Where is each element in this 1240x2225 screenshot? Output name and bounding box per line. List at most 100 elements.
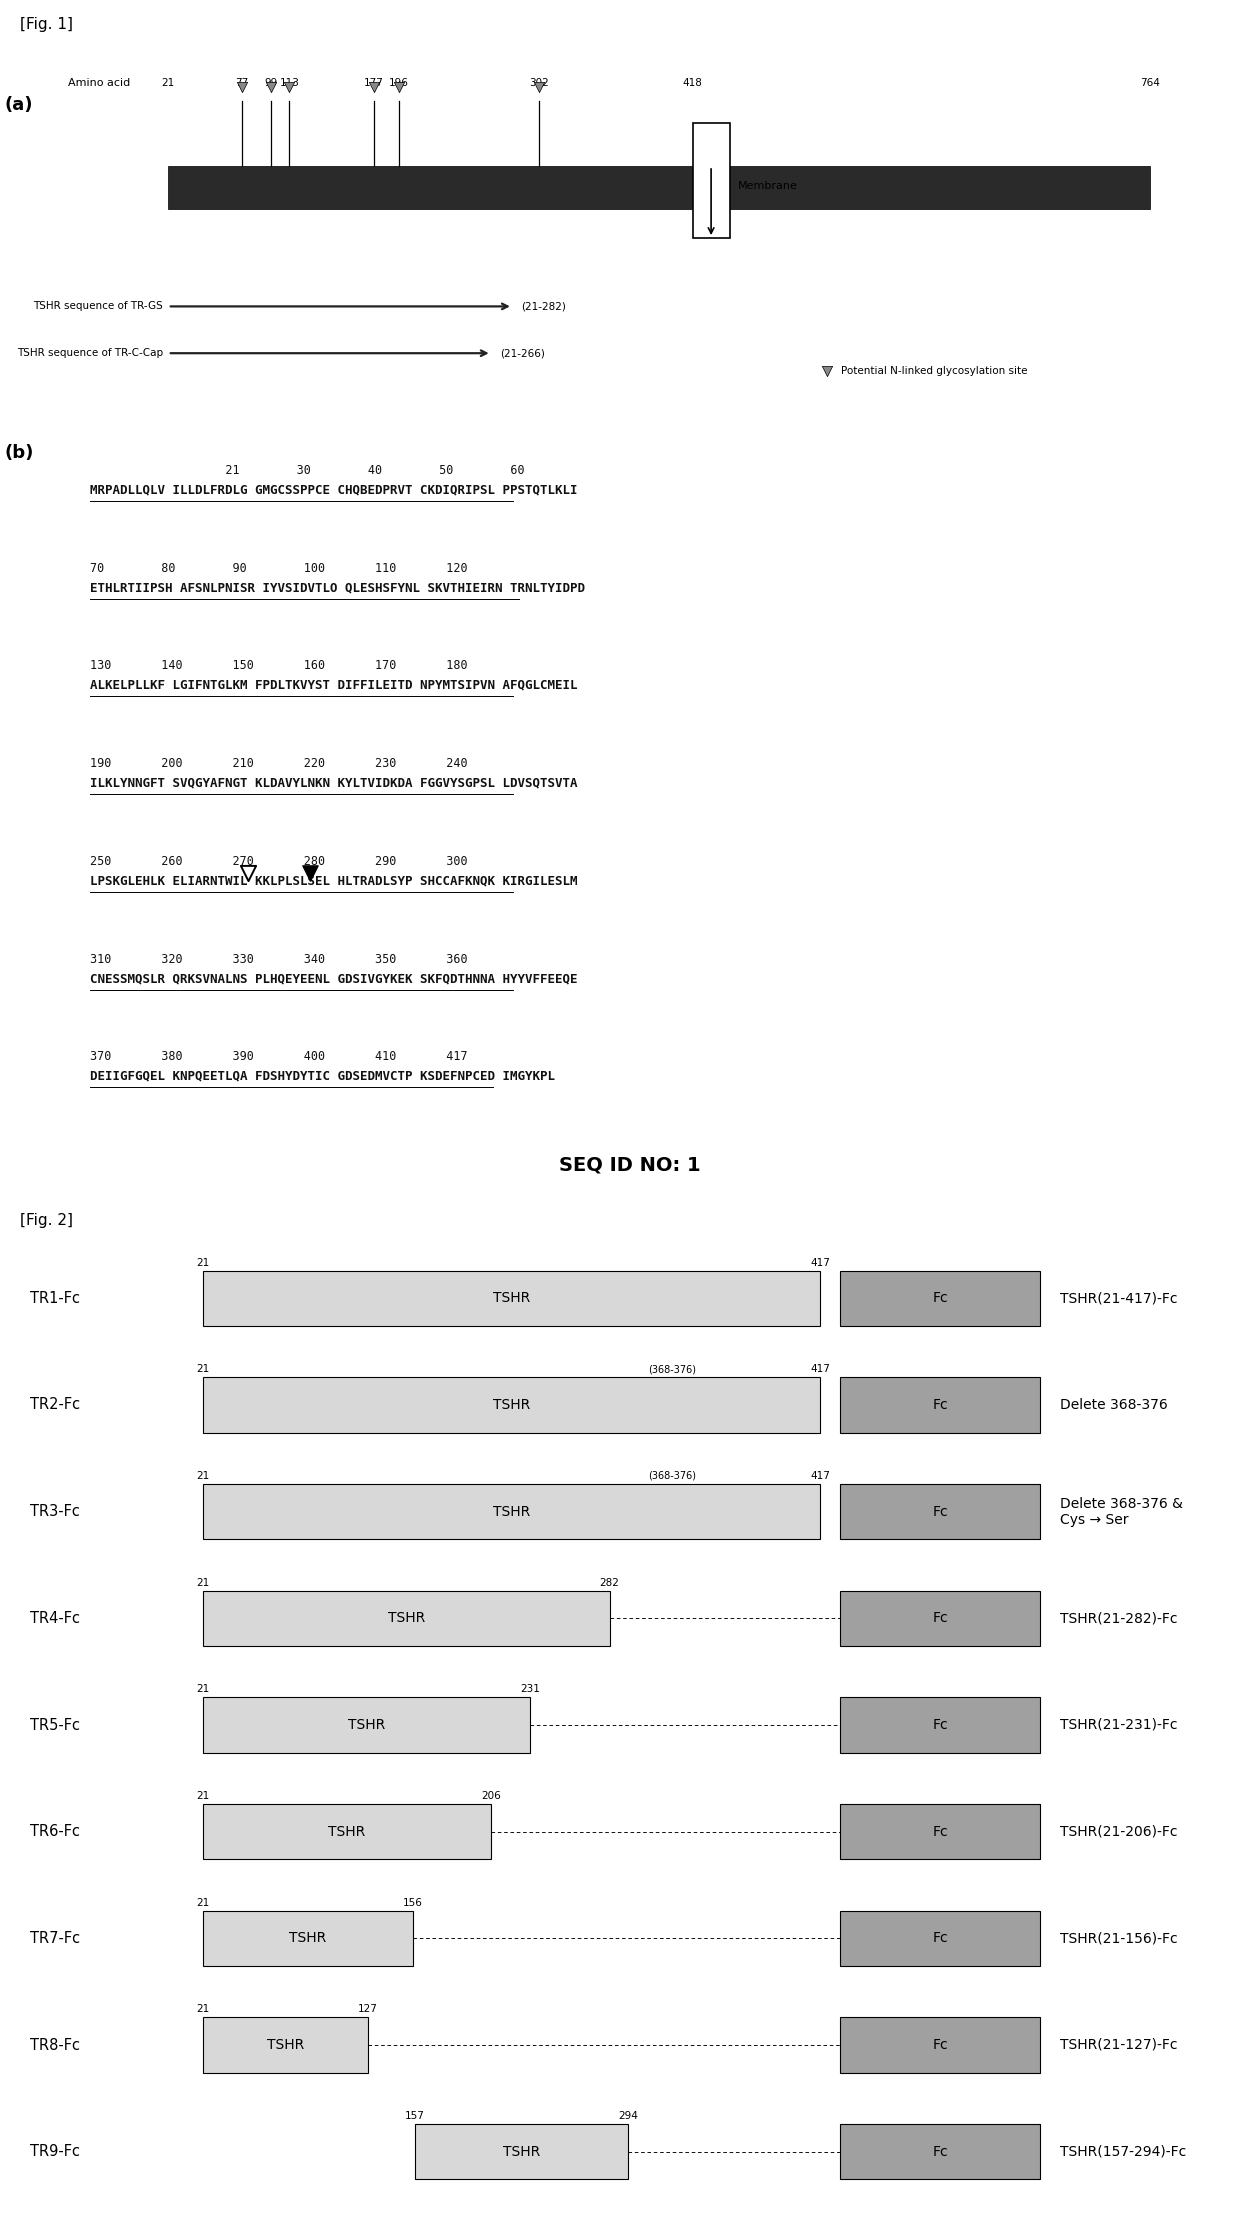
Text: 190       200       210       220       230       240: 190 200 210 220 230 240 [91,756,467,770]
Bar [202,1698,529,1753]
Text: (21-282): (21-282) [521,300,565,312]
Text: CNESSMQSLR QRKSVNALNS PLHQEYEENL GDSIVGYKEK SKFQDTHNNA HYYVFFEEQE: CNESSMQSLR QRKSVNALNS PLHQEYEENL GDSIVGY… [91,972,578,986]
Text: TSHR: TSHR [329,1824,366,1838]
Text: TSHR(21-417)-Fc: TSHR(21-417)-Fc [1060,1290,1178,1306]
Text: TSHR sequence of TR-C-Cap: TSHR sequence of TR-C-Cap [16,347,162,358]
Point [238,854,258,890]
Bar [167,167,1149,209]
Text: 21        30        40        50        60: 21 30 40 50 60 [91,465,525,476]
Text: 127: 127 [358,2005,378,2014]
Text: [Fig. 2]: [Fig. 2] [20,1213,73,1228]
Text: 302: 302 [529,78,549,89]
Point [232,69,252,105]
Point [817,354,837,389]
Text: 21: 21 [196,1471,210,1482]
Text: TSHR: TSHR [492,1290,529,1306]
Text: Fc: Fc [932,1290,947,1306]
Text: TSHR(21-282)-Fc: TSHR(21-282)-Fc [1060,1611,1178,1624]
Text: TSHR(21-156)-Fc: TSHR(21-156)-Fc [1060,1931,1178,1945]
Text: TSHR(21-206)-Fc: TSHR(21-206)-Fc [1060,1824,1178,1838]
Text: 417: 417 [810,1364,830,1375]
Text: 21: 21 [196,2005,210,2014]
Text: 370       380       390       400       410       417: 370 380 390 400 410 417 [91,1050,467,1064]
Text: Membrane: Membrane [738,180,797,191]
Bar [202,2018,368,2074]
Text: Delete 368-376: Delete 368-376 [1060,1397,1168,1413]
Bar [839,1377,1040,1433]
Bar [839,1591,1040,1646]
Text: 99: 99 [264,78,278,89]
Text: Potential N-linked glycosylation site: Potential N-linked glycosylation site [842,367,1028,376]
Bar [202,1804,491,1860]
Text: 231: 231 [520,1684,539,1693]
Text: (b): (b) [5,443,35,463]
Text: 70        80        90        100       110       120: 70 80 90 100 110 120 [91,561,467,574]
Bar [202,1484,820,1540]
Point [300,854,320,890]
Bar [839,1804,1040,1860]
Text: 157: 157 [404,2112,424,2120]
Text: (368-376): (368-376) [647,1471,696,1482]
Text: TR9-Fc: TR9-Fc [30,2145,81,2158]
Text: Fc: Fc [932,1504,947,1520]
Text: (368-376): (368-376) [647,1364,696,1375]
Text: TSHR: TSHR [503,2145,541,2158]
Text: TR2-Fc: TR2-Fc [30,1397,81,1413]
Text: TSHR: TSHR [347,1718,386,1731]
Bar [202,1911,413,1967]
Text: ILKLYNNGFT SVQGYAFNGT KLDAVYLNKN KYLTVIDKDA FGGVYSGPSL LDVSQTSVTA: ILKLYNNGFT SVQGYAFNGT KLDAVYLNKN KYLTVID… [91,777,578,790]
Text: TR1-Fc: TR1-Fc [30,1290,81,1306]
Point [365,69,384,105]
Text: [Fig. 1]: [Fig. 1] [20,18,73,33]
Point [529,69,549,105]
Text: ALKELPLLKF LGIFNTGLKM FPDLTKVYST DIFFILEITD NPYMTSIPVN AFQGLCMEIL: ALKELPLLKF LGIFNTGLKM FPDLTKVYST DIFFILE… [91,679,578,692]
Text: 294: 294 [619,2112,639,2120]
Point [260,69,280,105]
Text: TSHR: TSHR [492,1504,529,1520]
Text: TSHR sequence of TR-GS: TSHR sequence of TR-GS [33,300,162,312]
Point [389,69,409,105]
Text: TSHR: TSHR [289,1931,326,1945]
Text: Fc: Fc [932,2145,947,2158]
Point [279,69,299,105]
Text: 764: 764 [1140,78,1159,89]
Text: 206: 206 [481,1791,501,1800]
Text: Delete 368-376 &
Cys → Ser: Delete 368-376 & Cys → Ser [1060,1497,1183,1526]
Text: 156: 156 [403,1898,423,1907]
Text: TSHR(21-127)-Fc: TSHR(21-127)-Fc [1060,2038,1178,2051]
Text: (21-266): (21-266) [500,347,544,358]
Text: TSHR(21-231)-Fc: TSHR(21-231)-Fc [1060,1718,1178,1731]
Text: MRPADLLQLV ILLDLFRDLG GMGCSSPPCE CHQBEDPRVT CKDIQRIPSL PPSTQTLKLI: MRPADLLQLV ILLDLFRDLG GMGCSSPPCE CHQBEDP… [91,483,578,496]
Text: Fc: Fc [932,1931,947,1945]
Bar [839,1270,1040,1326]
Bar [202,1377,820,1433]
Bar [839,1484,1040,1540]
Text: Fc: Fc [932,1718,947,1731]
Bar [839,1698,1040,1753]
Text: Fc: Fc [932,1824,947,1838]
Text: Fc: Fc [932,1611,947,1624]
Text: 21: 21 [196,1791,210,1800]
Text: DEIIGFGQEL KNPQEETLQA FDSHYDYTIC GDSEDMVCTP KSDEFNPCED IMGYKPL: DEIIGFGQEL KNPQEETLQA FDSHYDYTIC GDSEDMV… [91,1070,556,1084]
Text: 418: 418 [683,78,703,89]
Text: Fc: Fc [932,1397,947,1413]
Text: TR4-Fc: TR4-Fc [30,1611,81,1626]
Text: TR7-Fc: TR7-Fc [30,1931,81,1947]
Bar [839,1911,1040,1967]
Text: TSHR(157-294)-Fc: TSHR(157-294)-Fc [1060,2145,1187,2158]
Bar [693,122,729,238]
Text: 196: 196 [389,78,409,89]
Bar [202,1270,820,1326]
Text: ETHLRTIIPSH AFSNLPNISR IYVSIDVTLO QLESHSFYNL SKVTHIEIRN TRNLTYIDPD: ETHLRTIIPSH AFSNLPNISR IYVSIDVTLO QLESHS… [91,581,585,594]
Text: 77: 77 [236,78,248,89]
Text: 250       260       270       280       290       300: 250 260 270 280 290 300 [91,854,467,868]
Bar [839,2018,1040,2074]
Bar [414,2125,629,2180]
Text: 282: 282 [600,1578,620,1589]
Bar [839,2125,1040,2180]
Text: TR5-Fc: TR5-Fc [30,1718,81,1733]
Text: (a): (a) [5,96,33,113]
Text: TSHR: TSHR [388,1611,425,1624]
Text: TR3-Fc: TR3-Fc [30,1504,79,1520]
Text: TR8-Fc: TR8-Fc [30,2038,81,2051]
